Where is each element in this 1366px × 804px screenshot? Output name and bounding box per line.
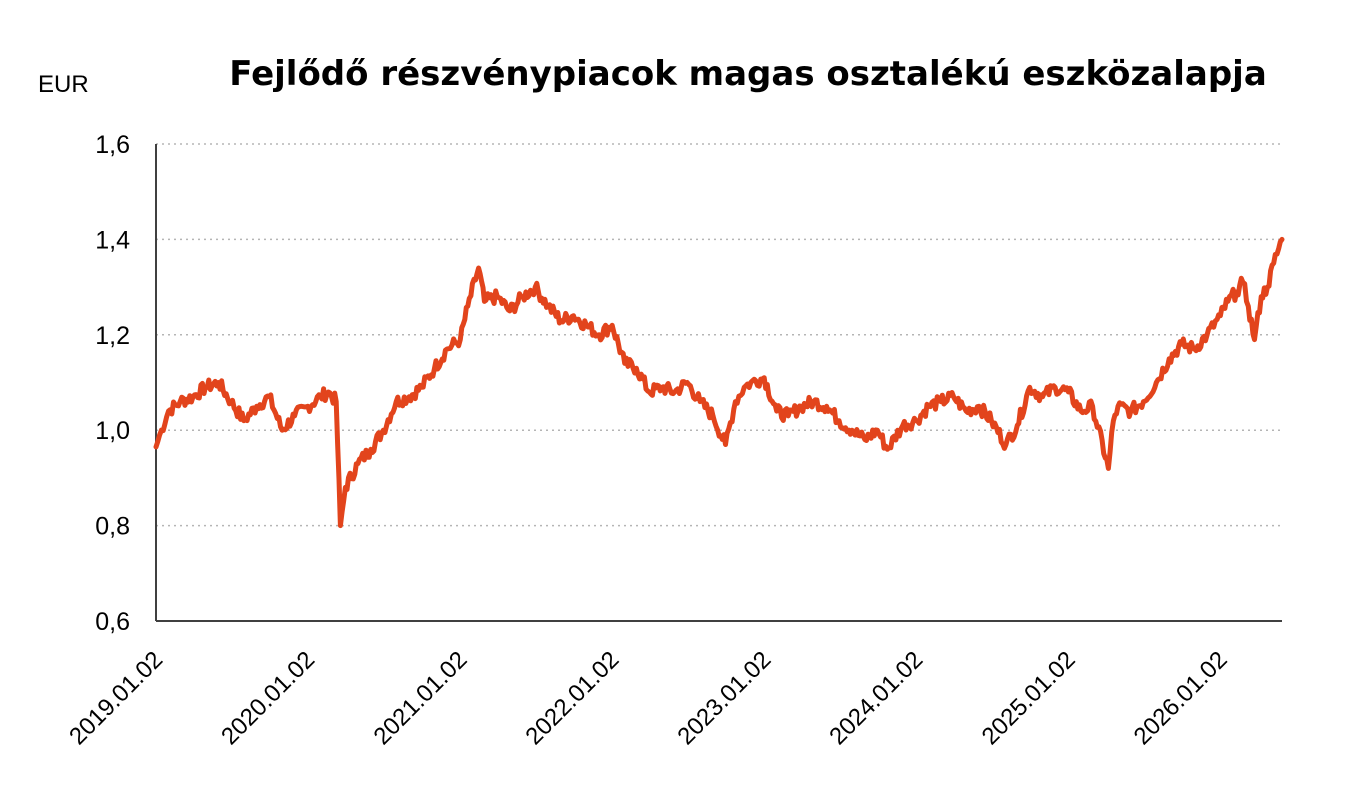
y-unit-label: EUR [38, 71, 89, 98]
y-tick-label: 1,0 [95, 417, 130, 445]
x-tick-label: 2024.01.02 [824, 646, 928, 750]
chart-title: Fejlődő részvénypiacok magas osztalékú e… [229, 54, 1267, 94]
x-axis-ticks: 2019.01.02 2020.01.02 2021.01.02 2022.01.02… [64, 646, 1232, 750]
grid-lines [156, 143, 1282, 527]
y-tick-label: 1,4 [95, 226, 130, 254]
x-tick-label: 2022.01.02 [520, 646, 624, 750]
y-tick-label: 1,6 [95, 131, 130, 159]
x-tick-label: 2019.01.02 [64, 646, 168, 750]
series-line [153, 236, 1285, 529]
x-tick-label: 2023.01.02 [672, 646, 776, 750]
x-tick-label: 2020.01.02 [216, 646, 320, 750]
y-axis-ticks: 0,6 0,8 1,0 1,2 1,4 1,6 [95, 131, 130, 636]
y-tick-label: 0,6 [95, 608, 130, 636]
series-layer [153, 236, 1285, 529]
y-tick-label: 0,8 [95, 513, 130, 541]
x-tick-label: 2025.01.02 [977, 646, 1081, 750]
y-tick-label: 1,2 [95, 322, 130, 350]
x-tick-label: 2026.01.02 [1129, 646, 1233, 750]
x-tick-label: 2021.01.02 [369, 646, 473, 750]
